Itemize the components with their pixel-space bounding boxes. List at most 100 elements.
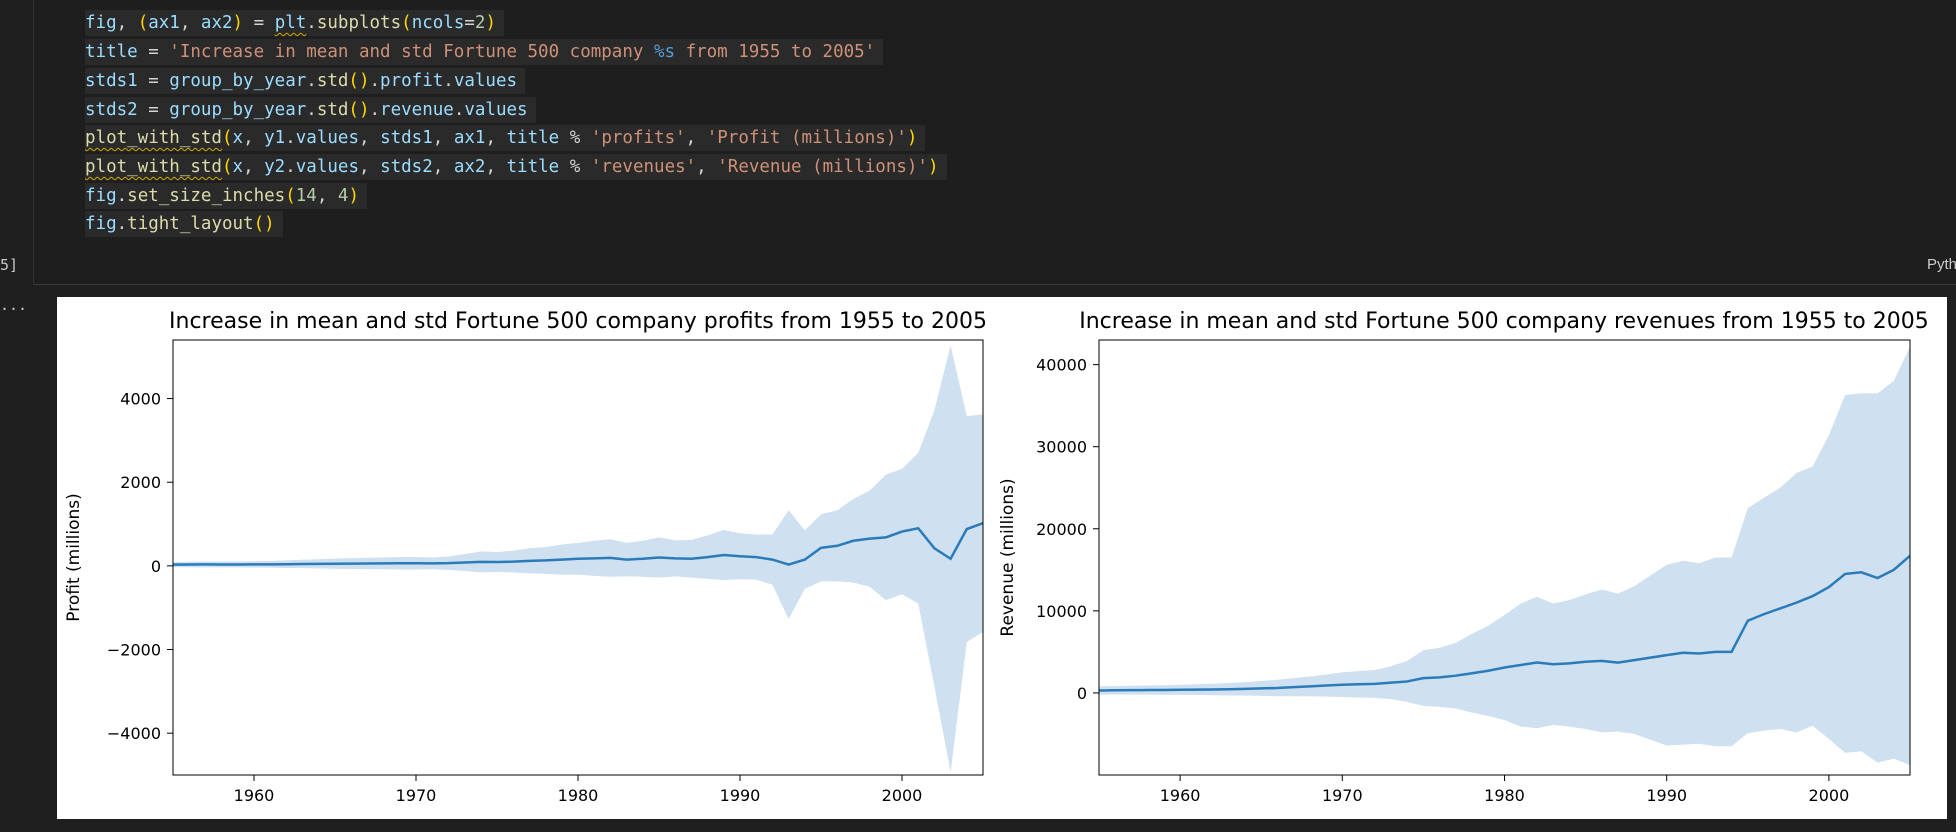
chart-1: 1960 1970 1980 1990 2000 −4000 −2000 0 2000 4000 I…: [64, 309, 987, 805]
code-token: 14: [295, 186, 317, 206]
code-token: =: [137, 71, 170, 91]
x-tick-label: 1980: [1484, 786, 1525, 805]
code-token: tight_layout: [127, 214, 254, 234]
code-token: from 1955 to 2005': [675, 42, 876, 62]
code-line[interactable]: fig, (ax1, ax2) = plt.subplots(ncols=2): [85, 10, 505, 36]
std-band: [1099, 346, 1910, 766]
code-token: %: [559, 157, 591, 177]
code-token: 2: [474, 13, 486, 33]
code-token: ax1: [148, 13, 180, 33]
code-token: stds2: [380, 157, 433, 177]
y-tick-label: 0: [1077, 684, 1087, 703]
code-token: ,: [485, 128, 507, 148]
code-token: ,: [432, 157, 454, 177]
chart-2: 1960 1970 1980 1990 200001000020000300004000…: [998, 309, 1929, 805]
y-axis-label: Revenue (millions): [998, 478, 1018, 636]
code-token: .: [443, 71, 454, 91]
code-token: .: [285, 157, 296, 177]
code-token: fig: [85, 214, 117, 234]
code-token: %s: [653, 42, 676, 62]
code-token: ): [485, 13, 497, 33]
y-tick-label: −2000: [107, 641, 161, 660]
code-line[interactable]: stds2 = group_by_year.std().revenue.valu…: [85, 97, 536, 123]
code-token: =: [464, 13, 475, 33]
code-token: x: [232, 128, 244, 148]
code-token: values: [295, 157, 359, 177]
code-token: ax2: [453, 157, 486, 177]
code-token: .: [306, 71, 317, 91]
code-token: ): [906, 128, 918, 148]
code-token: .: [306, 100, 317, 120]
code-token: std: [316, 100, 349, 120]
code-token: revenue: [380, 100, 454, 120]
code-token: plot_with_std: [85, 128, 222, 148]
code-token: group_by_year: [169, 71, 307, 91]
code-token: values: [295, 128, 359, 148]
code-token: 'Revenue (millions)': [717, 157, 928, 177]
code-token: .: [369, 100, 381, 120]
code-line[interactable]: plot_with_std(x, y2.values, stds2, ax2, …: [85, 154, 947, 180]
code-line[interactable]: plot_with_std(x, y1.values, stds1, ax1, …: [85, 125, 926, 151]
code-token: (: [221, 128, 233, 148]
code-token: =: [243, 13, 275, 33]
code-token: (): [348, 100, 370, 120]
code-token: values: [464, 100, 528, 120]
code-token: title: [506, 128, 560, 148]
code-token: fig: [85, 13, 117, 33]
x-tick-label: 1980: [558, 786, 599, 805]
code-token: set_size_inches: [127, 186, 286, 206]
code-token: ,: [485, 157, 507, 177]
code-token: ,: [116, 13, 138, 33]
chart-title: Increase in mean and std Fortune 500 com…: [1079, 309, 1929, 334]
code-token: 'Profit (millions)': [706, 128, 907, 148]
code-token: ,: [316, 186, 338, 206]
code-token: x: [232, 157, 244, 177]
code-token: 'revenues': [590, 157, 697, 177]
code-token: (: [401, 13, 412, 33]
code-token: title: [85, 42, 138, 62]
code-token: ,: [358, 128, 381, 148]
code-token: group_by_year: [169, 100, 307, 120]
code-line[interactable]: fig.set_size_inches(14, 4): [85, 183, 367, 209]
code-token: stds1: [380, 128, 433, 148]
code-line[interactable]: fig.tight_layout(): [85, 211, 283, 237]
code-line[interactable]: stds1 = group_by_year.std().profit.value…: [85, 68, 526, 94]
y-tick-label: 0: [151, 557, 161, 576]
code-token: stds2: [85, 100, 138, 120]
x-tick-label: 2000: [882, 786, 923, 805]
code-cell[interactable]: Pyth fig, (ax1, ax2) = plt.subplots(ncol…: [33, 0, 1956, 285]
code-line[interactable]: title = 'Increase in mean and std Fortun…: [85, 39, 884, 65]
code-token: ,: [432, 128, 454, 148]
code-token: (: [137, 13, 149, 33]
output-gutter-ellipsis[interactable]: ...: [0, 296, 28, 314]
code-token: ,: [179, 13, 201, 33]
code-token: 'profits': [590, 128, 686, 148]
code-token: ): [348, 186, 359, 206]
code-token: ncols: [411, 13, 465, 33]
code-token: (): [253, 214, 275, 234]
y-axis-label: Profit (millions): [64, 493, 84, 622]
code-token: .: [453, 100, 465, 120]
x-tick-label: 1990: [720, 786, 761, 805]
output-figure: 1960 1970 1980 1990 2000 −4000 −2000 0 2000 4000 I…: [64, 309, 1929, 805]
y-tick-label: 30000: [1036, 438, 1087, 457]
code-token: fig: [85, 186, 117, 206]
code-token: .: [285, 128, 296, 148]
code-token: y2: [264, 157, 286, 177]
code-token: profit: [380, 71, 444, 91]
x-tick-label: 1960: [234, 786, 275, 805]
x-tick-label: 1960: [1160, 786, 1201, 805]
code-token: 'Increase in mean and std Fortune 500 co…: [169, 42, 654, 62]
y-tick-label: 4000: [120, 390, 161, 409]
code-token: (: [285, 186, 296, 206]
code-token: title: [506, 157, 560, 177]
code-token: ,: [685, 128, 707, 148]
code-token: stds1: [85, 71, 138, 91]
cell-language-label[interactable]: Pyth: [1926, 256, 1956, 273]
code-token: =: [137, 42, 170, 62]
code-token: ): [232, 13, 244, 33]
code-token: (): [348, 71, 370, 91]
y-tick-label: 10000: [1036, 602, 1087, 621]
chart-title: Increase in mean and std Fortune 500 com…: [169, 309, 987, 334]
code-token: =: [137, 100, 170, 120]
